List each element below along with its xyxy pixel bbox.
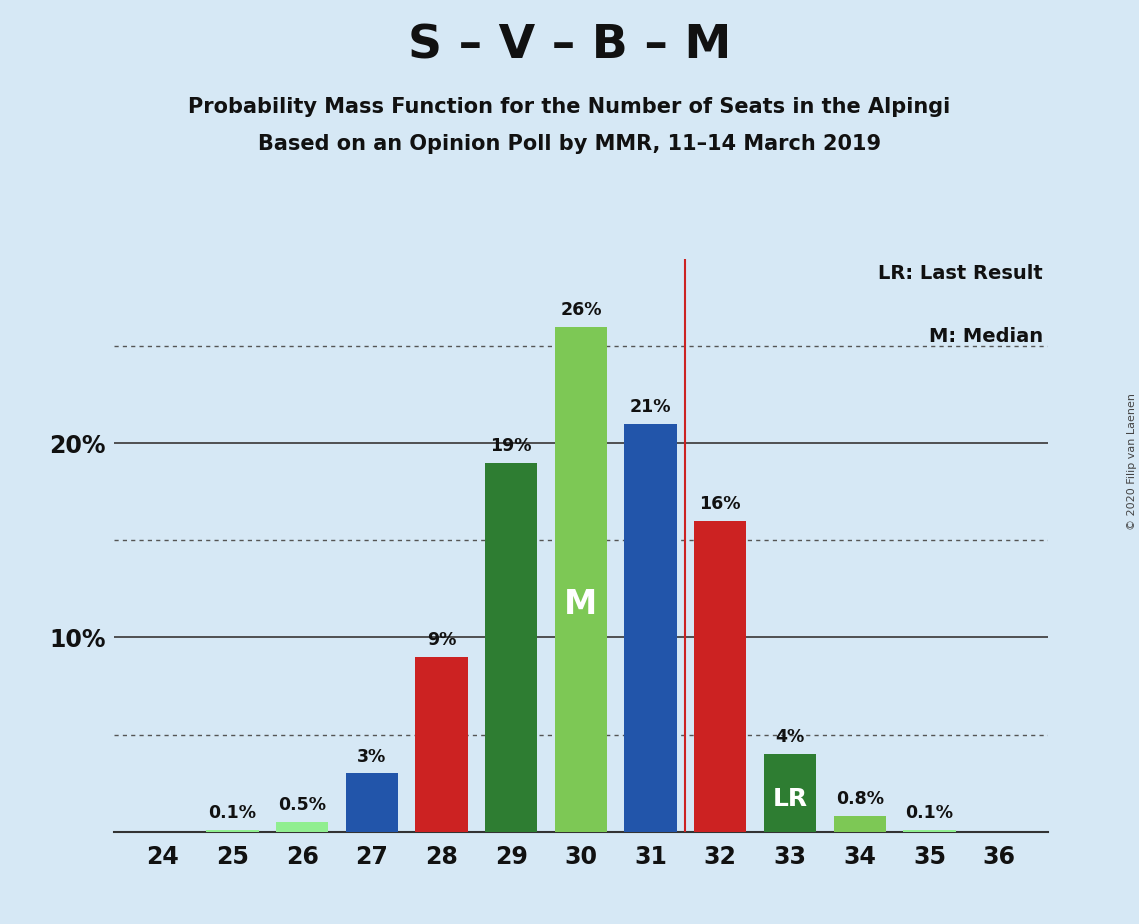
Bar <box>834 816 886 832</box>
Text: 0.5%: 0.5% <box>278 796 326 814</box>
Text: 9%: 9% <box>427 631 457 649</box>
Text: 16%: 16% <box>699 495 741 513</box>
Bar <box>276 821 328 832</box>
Bar <box>903 830 956 832</box>
Bar <box>345 773 398 832</box>
Text: 21%: 21% <box>630 398 671 416</box>
Bar <box>764 754 817 832</box>
Text: 0.1%: 0.1% <box>906 804 953 821</box>
Bar <box>694 521 746 832</box>
Text: S – V – B – M: S – V – B – M <box>408 23 731 68</box>
Text: 0.8%: 0.8% <box>836 790 884 808</box>
Text: Probability Mass Function for the Number of Seats in the Alpingi: Probability Mass Function for the Number… <box>188 97 951 117</box>
Text: 26%: 26% <box>560 301 601 319</box>
Text: M: Median: M: Median <box>929 327 1043 346</box>
Bar <box>485 463 538 832</box>
Text: 3%: 3% <box>358 748 386 766</box>
Bar <box>416 657 468 832</box>
Text: LR: LR <box>772 787 808 811</box>
Bar <box>555 327 607 832</box>
Text: © 2020 Filip van Laenen: © 2020 Filip van Laenen <box>1126 394 1137 530</box>
Text: 19%: 19% <box>491 437 532 455</box>
Text: 0.1%: 0.1% <box>208 804 256 821</box>
Bar <box>624 424 677 832</box>
Text: 4%: 4% <box>776 728 804 747</box>
Bar <box>206 830 259 832</box>
Text: Based on an Opinion Poll by MMR, 11–14 March 2019: Based on an Opinion Poll by MMR, 11–14 M… <box>257 134 882 154</box>
Text: M: M <box>564 588 598 621</box>
Text: LR: Last Result: LR: Last Result <box>878 264 1043 284</box>
